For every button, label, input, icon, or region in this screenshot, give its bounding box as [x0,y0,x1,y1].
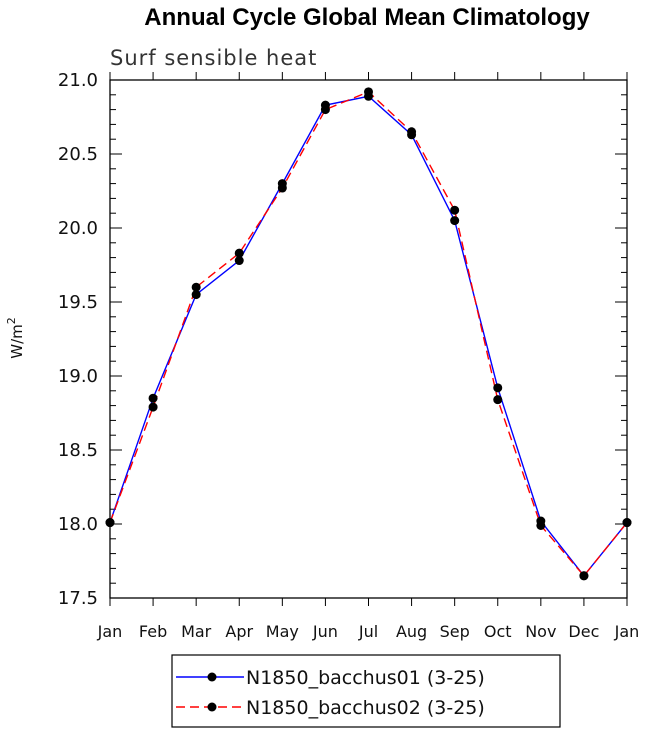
series-2-point [234,248,244,258]
series-2-point [191,282,201,292]
x-tick-label: Jan [614,622,640,641]
legend-label-2: N1850_bacchus02 (3-25) [246,697,485,719]
x-tick-label: Feb [139,622,167,641]
x-tick-label: Jun [312,622,338,641]
y-tick-label: 18.5 [58,440,98,461]
y-axis-label-unit: W/m [8,324,26,359]
y-tick-label: 17.5 [58,588,98,609]
x-tick-label: Dec [568,622,599,641]
series-2-point [364,87,373,97]
series-2-point [148,402,158,412]
x-tick-label: Mar [181,622,212,641]
series-line-2 [109,91,628,577]
y-tick-label: 19.0 [58,366,98,387]
series-1-point [191,290,201,300]
series-2-point [536,520,546,530]
y-axis-label: W/m2 [5,317,26,359]
y-tick-label: 20.0 [58,218,98,239]
series-2-point [320,105,330,115]
series-2-point [493,395,503,405]
y-tick-label: 20.5 [58,144,98,165]
x-tick-label: Nov [525,622,556,641]
legend: N1850_bacchus01 (3-25) N1850_bacchus02 (3… [171,654,561,728]
plot-frame [109,79,628,599]
series-2-point [450,205,460,215]
x-tick-label: Aug [396,622,427,641]
chart-title: Annual Cycle Global Mean Climatology [144,4,590,31]
x-tick-label: Jul [358,622,378,641]
chart-subtitle: Surf sensible heat [110,46,317,70]
series-2-point [622,518,632,528]
plot-area: 17.5 18.0 18.5 19.0 19.5 20.0 20.5 21.0 Jan Feb Ma… [58,70,639,641]
series-2-point [105,518,115,528]
series-1-point [450,216,460,226]
y-tick-label: 19.5 [58,292,98,313]
legend-marker-1 [207,672,217,682]
x-tick-label: Sep [440,622,470,641]
series-2-point [407,127,417,137]
series-1-point [148,393,158,403]
series-2-point [277,183,287,193]
series-1-point [493,383,503,393]
y-tick-label: 18.0 [58,514,98,535]
series-1-point [234,256,244,266]
legend-label-1: N1850_bacchus01 (3-25) [246,667,485,689]
x-tick-label: Apr [225,622,253,641]
legend-marker-2 [207,702,217,712]
x-tick-label: Jan [97,622,123,641]
y-tick-label: 21.0 [58,70,98,91]
series-2-point [579,571,589,581]
x-tick-label: May [266,622,299,641]
legend-box [171,654,561,728]
y-axis-label-superscript: 2 [5,317,18,324]
x-tick-label: Oct [484,622,512,641]
series-line-1 [109,95,628,577]
